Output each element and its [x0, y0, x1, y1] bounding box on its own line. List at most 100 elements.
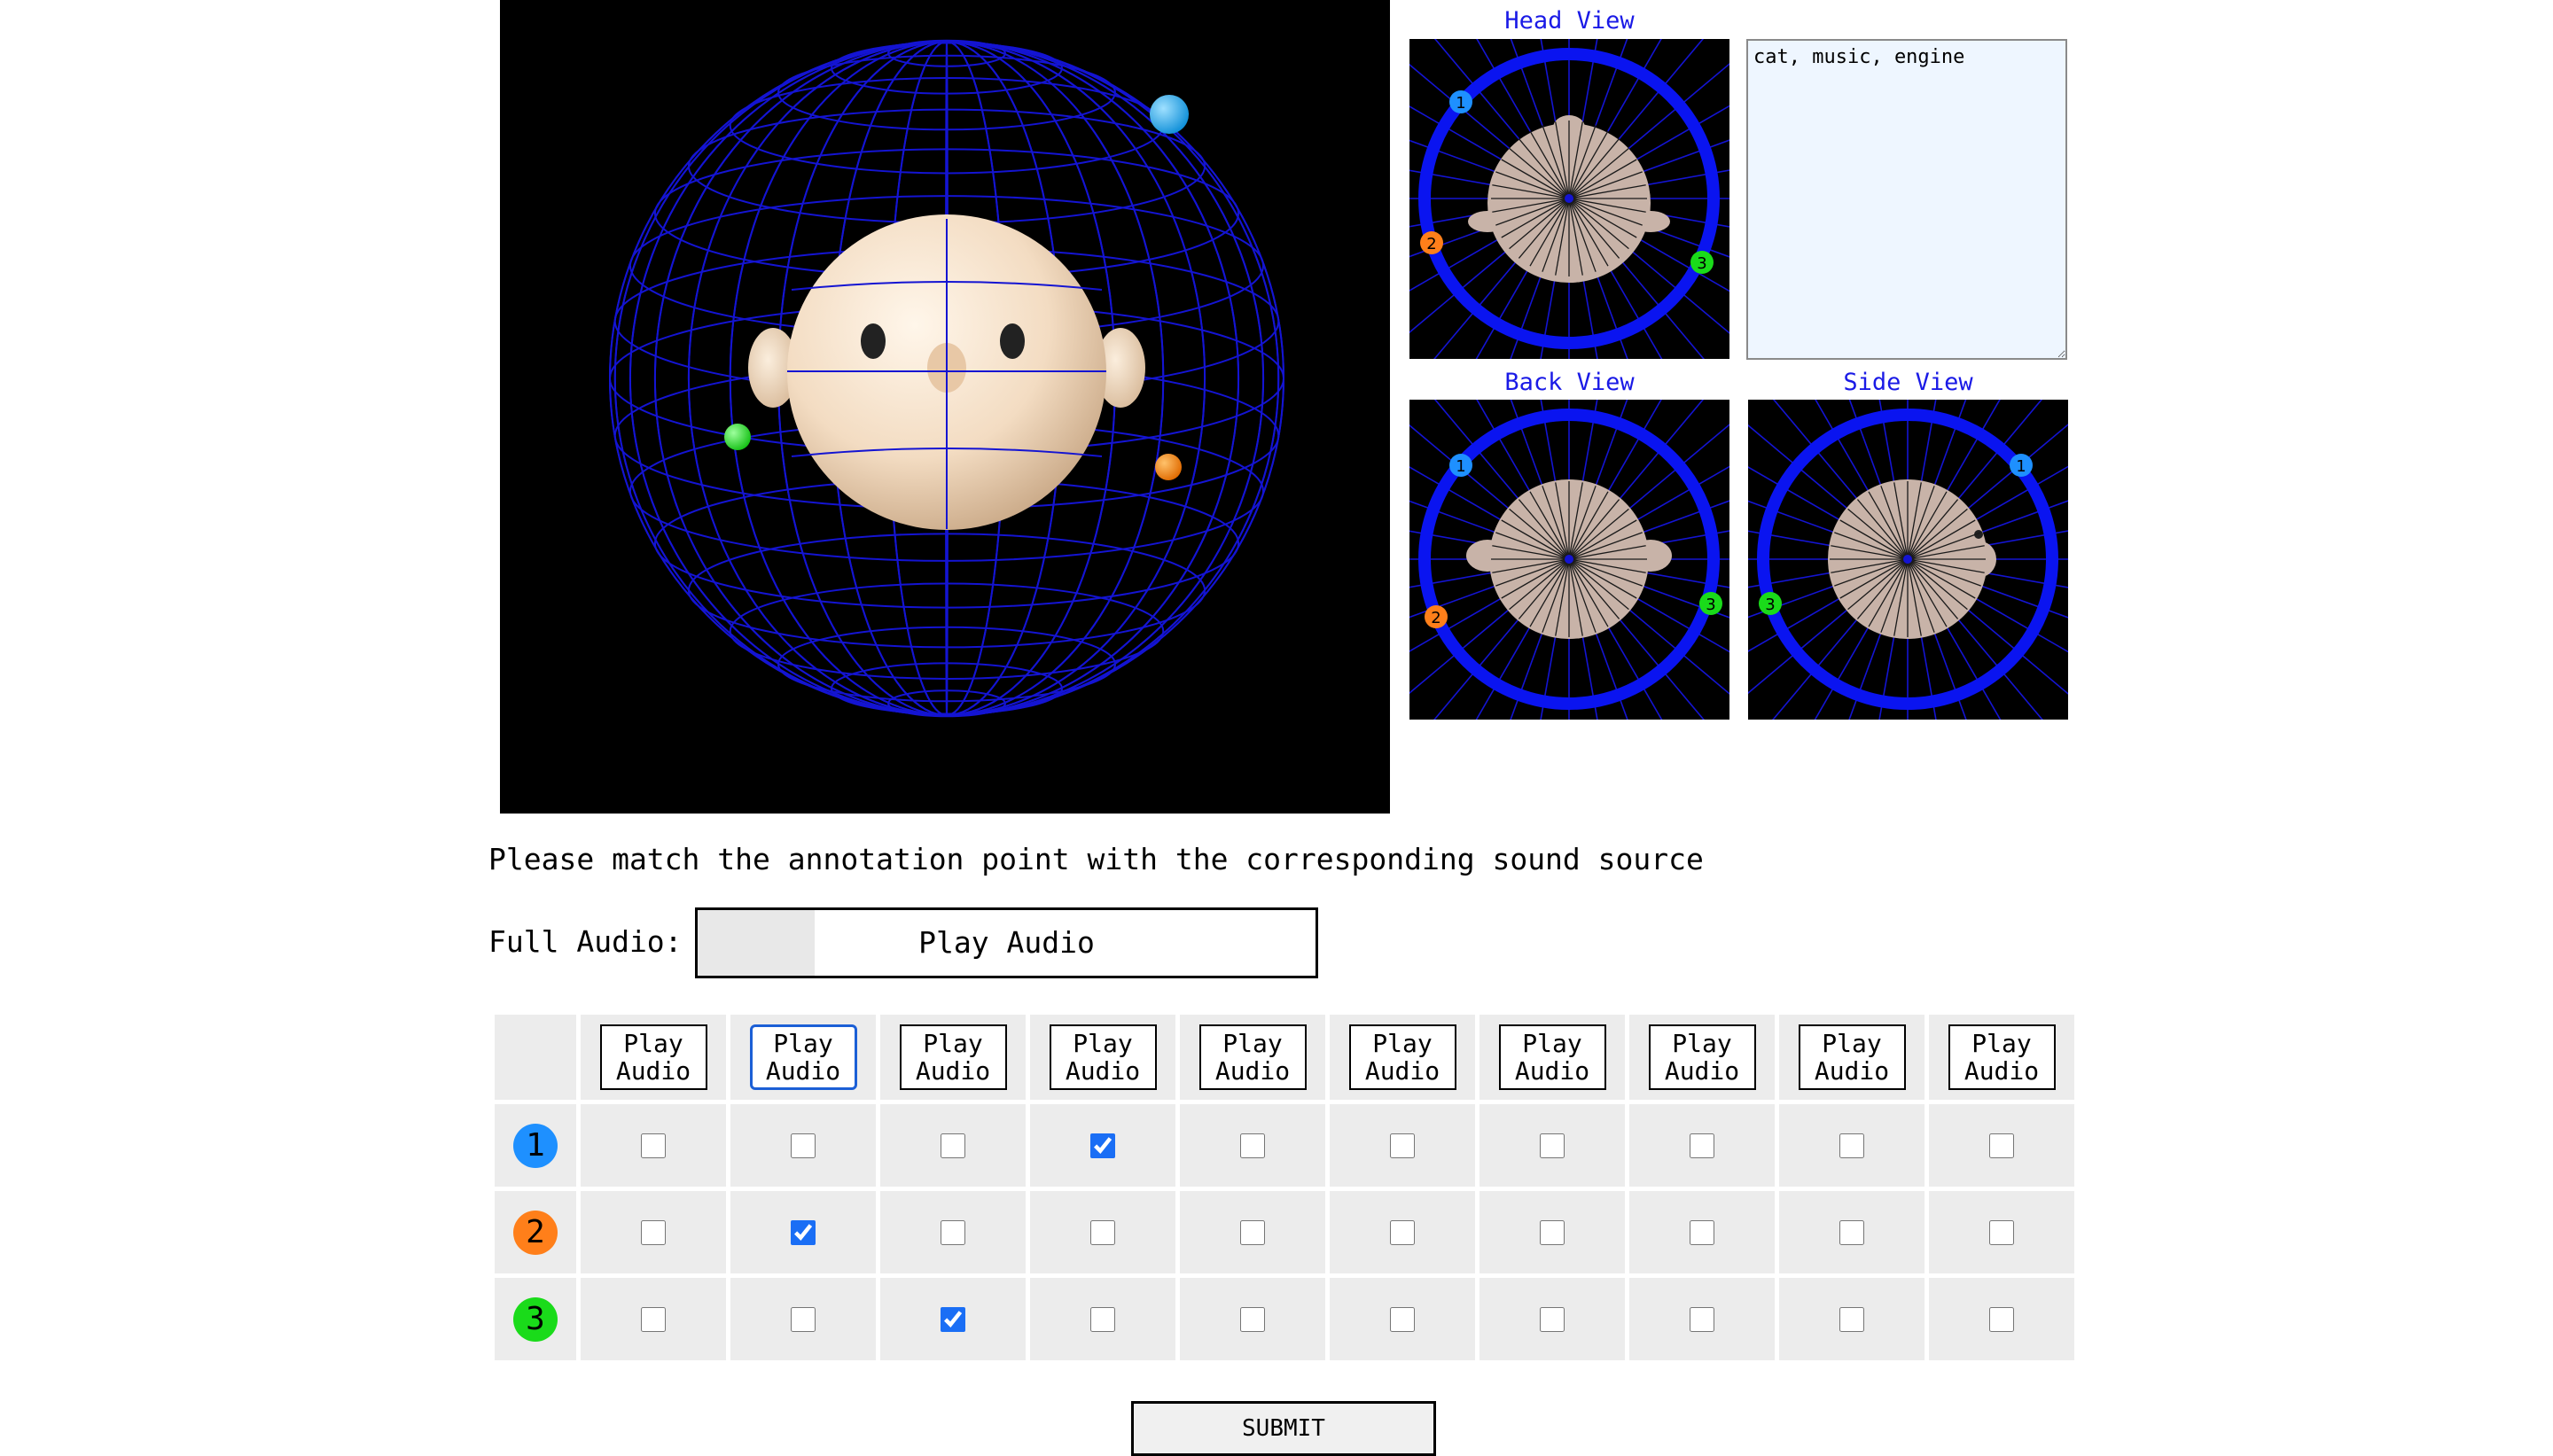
- table-row: 3: [495, 1278, 2074, 1360]
- play-audio-button-5[interactable]: Play Audio: [1198, 1024, 1307, 1090]
- play-audio-button-4[interactable]: Play Audio: [1049, 1024, 1157, 1090]
- submit-button[interactable]: SUBMIT: [1131, 1401, 1436, 1456]
- marker-3: 3: [1759, 592, 1782, 615]
- marker-2: 2: [1420, 231, 1443, 254]
- match-checkbox-2-6[interactable]: [1390, 1219, 1415, 1245]
- play-audio-button-6[interactable]: Play Audio: [1348, 1024, 1456, 1090]
- back-view-title: Back View: [1504, 369, 1635, 396]
- match-checkbox-2-3[interactable]: [941, 1219, 965, 1245]
- match-checkbox-2-10[interactable]: [1989, 1219, 2014, 1245]
- full-audio-progress: [698, 910, 816, 976]
- match-cell: [1629, 1278, 1775, 1360]
- match-cell: [880, 1191, 1026, 1273]
- audio-label: Audio: [765, 1056, 841, 1086]
- play-label: Play: [1822, 1029, 1882, 1058]
- match-checkbox-3-4[interactable]: [1090, 1306, 1115, 1332]
- match-cell: [1180, 1191, 1325, 1273]
- match-checkbox-1-5[interactable]: [1240, 1133, 1265, 1158]
- row-label-cell: 1: [495, 1104, 576, 1187]
- match-checkbox-3-7[interactable]: [1540, 1306, 1565, 1332]
- play-label: Play: [1073, 1029, 1133, 1058]
- match-checkbox-3-8[interactable]: [1690, 1306, 1714, 1332]
- back-view[interactable]: 1 2 3: [1409, 400, 1729, 720]
- match-checkbox-3-10[interactable]: [1989, 1306, 2014, 1332]
- play-audio-button-1[interactable]: Play Audio: [599, 1024, 707, 1090]
- svg-text:3: 3: [1765, 596, 1775, 614]
- match-cell: [880, 1278, 1026, 1360]
- head-view-title: Head View: [1504, 7, 1635, 35]
- table-row: 2: [495, 1191, 2074, 1273]
- notes-textarea[interactable]: cat, music, engine: [1746, 39, 2067, 360]
- match-checkbox-2-2[interactable]: [791, 1219, 816, 1245]
- instruction-text: Please match the annotation point with t…: [488, 842, 1704, 876]
- play-audio-button-9[interactable]: Play Audio: [1798, 1024, 1906, 1090]
- 3d-viewport[interactable]: [500, 0, 1390, 814]
- back-view-canvas[interactable]: 1 2 3: [1409, 400, 1729, 720]
- svg-text:2: 2: [1426, 235, 1436, 253]
- match-checkbox-3-6[interactable]: [1390, 1306, 1415, 1332]
- match-checkbox-1-10[interactable]: [1989, 1133, 2014, 1158]
- match-checkbox-2-4[interactable]: [1090, 1219, 1115, 1245]
- source-marker-3[interactable]: [724, 424, 751, 450]
- match-cell: [1629, 1104, 1775, 1187]
- match-checkbox-1-7[interactable]: [1540, 1133, 1565, 1158]
- source-marker-1[interactable]: [1150, 95, 1189, 134]
- play-label: Play: [773, 1029, 833, 1058]
- side-view-canvas[interactable]: 1 3: [1748, 400, 2068, 720]
- column-header-cell: Play Audio: [1929, 1015, 2074, 1100]
- full-audio-play-button[interactable]: Play Audio: [695, 907, 1318, 978]
- side-view[interactable]: 1 3: [1748, 400, 2068, 720]
- match-checkbox-3-5[interactable]: [1240, 1306, 1265, 1332]
- svg-text:3: 3: [1697, 254, 1706, 273]
- match-checkbox-2-7[interactable]: [1540, 1219, 1565, 1245]
- match-cell: [1330, 1278, 1475, 1360]
- table-row: 1: [495, 1104, 2074, 1187]
- match-checkbox-3-1[interactable]: [641, 1306, 666, 1332]
- match-cell: [1479, 1104, 1625, 1187]
- play-audio-button-2[interactable]: Play Audio: [749, 1024, 857, 1090]
- match-checkbox-1-1[interactable]: [641, 1133, 666, 1158]
- sphere-scene[interactable]: [500, 0, 1390, 814]
- match-checkbox-1-8[interactable]: [1690, 1133, 1714, 1158]
- match-checkbox-3-3[interactable]: [941, 1306, 965, 1332]
- column-header-cell: Play Audio: [581, 1015, 726, 1100]
- play-label: Play: [1222, 1029, 1283, 1058]
- match-checkbox-1-2[interactable]: [791, 1133, 816, 1158]
- match-checkbox-2-1[interactable]: [641, 1219, 666, 1245]
- match-cell: [1330, 1191, 1475, 1273]
- source-marker-2[interactable]: [1155, 454, 1182, 480]
- svg-text:3: 3: [1706, 596, 1715, 614]
- svg-text:1: 1: [1456, 457, 1465, 476]
- match-checkbox-2-8[interactable]: [1690, 1219, 1714, 1245]
- marker-2: 2: [1425, 605, 1448, 628]
- svg-text:1: 1: [2016, 457, 2026, 476]
- match-checkbox-1-3[interactable]: [941, 1133, 965, 1158]
- play-audio-button-3[interactable]: Play Audio: [899, 1024, 1007, 1090]
- head-view[interactable]: 1 2 3: [1409, 39, 1729, 359]
- match-cell: [1030, 1278, 1175, 1360]
- play-audio-button-10[interactable]: Play Audio: [1948, 1024, 2056, 1090]
- match-checkbox-2-5[interactable]: [1240, 1219, 1265, 1245]
- match-cell: [581, 1104, 726, 1187]
- play-audio-button-7[interactable]: Play Audio: [1498, 1024, 1606, 1090]
- play-audio-button-8[interactable]: Play Audio: [1648, 1024, 1756, 1090]
- match-checkbox-3-2[interactable]: [791, 1306, 816, 1332]
- annotation-point-badge-2: 2: [513, 1210, 558, 1255]
- head-view-canvas[interactable]: 1 2 3: [1409, 39, 1729, 359]
- match-cell: [1629, 1191, 1775, 1273]
- match-checkbox-1-9[interactable]: [1839, 1133, 1864, 1158]
- match-cell: [1479, 1191, 1625, 1273]
- column-header-cell: Play Audio: [1779, 1015, 1925, 1100]
- match-cell: [730, 1278, 876, 1360]
- match-checkbox-1-4[interactable]: [1090, 1133, 1115, 1158]
- match-checkbox-1-6[interactable]: [1390, 1133, 1415, 1158]
- column-header-cell: Play Audio: [1479, 1015, 1625, 1100]
- match-cell: [1330, 1104, 1475, 1187]
- match-cell: [1779, 1191, 1925, 1273]
- marker-3: 3: [1690, 251, 1714, 274]
- match-checkbox-3-9[interactable]: [1839, 1306, 1864, 1332]
- match-checkbox-2-9[interactable]: [1839, 1219, 1864, 1245]
- match-cell: [1479, 1278, 1625, 1360]
- play-label: Play: [923, 1029, 983, 1058]
- audio-label: Audio: [1364, 1056, 1440, 1086]
